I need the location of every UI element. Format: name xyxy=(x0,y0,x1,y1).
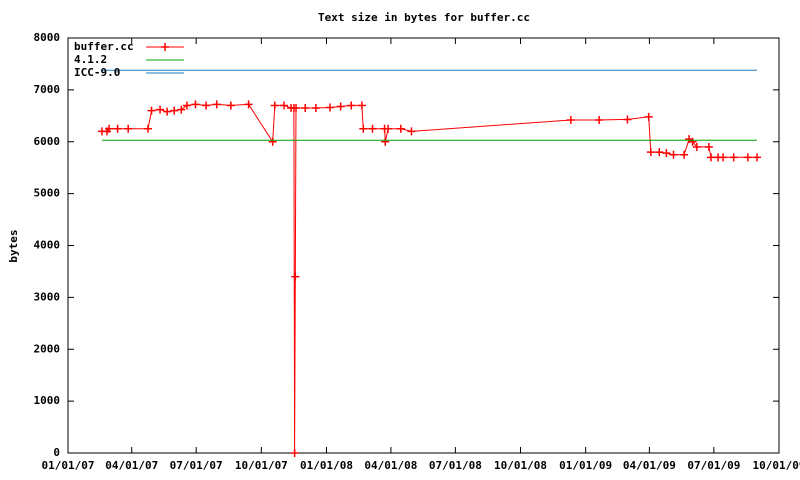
x-tick-label: 10/01/07 xyxy=(235,459,288,472)
data-point xyxy=(291,272,300,281)
y-axis-label: bytes xyxy=(7,229,20,262)
y-tick-label: 2000 xyxy=(34,342,61,355)
data-point xyxy=(623,115,632,124)
data-point xyxy=(326,103,335,112)
data-point xyxy=(595,115,604,124)
data-point xyxy=(191,100,200,109)
y-tick-label: 5000 xyxy=(34,187,61,200)
chart-title: Text size in bytes for buffer.cc xyxy=(318,11,530,24)
y-tick-label: 4000 xyxy=(34,239,61,252)
x-tick-label: 01/01/07 xyxy=(42,459,95,472)
y-tick-label: 7000 xyxy=(34,83,61,96)
data-point xyxy=(368,124,377,133)
data-point xyxy=(381,137,390,146)
data-point xyxy=(226,101,235,110)
data-point xyxy=(692,142,701,151)
data-point xyxy=(279,101,288,110)
data-point xyxy=(105,124,114,133)
data-point xyxy=(124,124,133,133)
data-point xyxy=(290,449,299,457)
data-point xyxy=(347,101,356,110)
data-point xyxy=(336,102,345,111)
data-point xyxy=(244,100,253,109)
x-tick-label: 01/01/08 xyxy=(300,459,353,472)
data-point xyxy=(268,137,277,146)
data-point xyxy=(270,101,279,110)
data-point xyxy=(753,153,762,162)
data-point xyxy=(729,153,738,162)
data-point xyxy=(680,150,689,159)
data-point xyxy=(743,153,752,162)
data-point xyxy=(212,100,221,109)
data-point xyxy=(719,153,728,162)
y-tick-label: 8000 xyxy=(34,31,61,44)
data-point xyxy=(357,101,366,110)
data-point xyxy=(292,104,301,113)
data-point xyxy=(669,150,678,159)
data-point xyxy=(646,148,655,157)
y-tick-label: 6000 xyxy=(34,135,61,148)
x-tick-label: 07/01/08 xyxy=(429,459,482,472)
data-point xyxy=(407,127,416,136)
y-tick-label: 0 xyxy=(53,446,60,459)
x-tick-label: 04/01/07 xyxy=(105,459,158,472)
series-line xyxy=(102,103,757,454)
data-point xyxy=(311,104,320,113)
data-point xyxy=(182,101,191,110)
data-point xyxy=(147,106,156,115)
y-tick-label: 1000 xyxy=(34,394,61,407)
y-tick-label: 3000 xyxy=(34,290,61,303)
data-point xyxy=(644,112,653,121)
data-point xyxy=(202,101,211,110)
legend-label: 4.1.2 xyxy=(74,53,107,66)
data-point xyxy=(384,124,393,133)
data-point xyxy=(707,153,716,162)
data-point xyxy=(359,124,368,133)
data-point xyxy=(113,124,122,133)
data-point xyxy=(301,104,310,113)
x-tick-label: 04/01/09 xyxy=(623,459,676,472)
data-point xyxy=(170,106,179,115)
x-tick-label: 01/01/09 xyxy=(559,459,612,472)
data-point xyxy=(396,124,405,133)
data-point xyxy=(566,115,575,124)
x-tick-label: 10/01/09 xyxy=(753,459,800,472)
data-point xyxy=(156,105,165,114)
data-point xyxy=(662,149,671,158)
plot-frame xyxy=(67,37,780,454)
x-tick-label: 07/01/07 xyxy=(170,459,223,472)
data-point xyxy=(163,107,172,116)
x-tick-label: 07/01/09 xyxy=(687,459,740,472)
legend-label: ICC-9.0 xyxy=(74,66,120,79)
x-tick-label: 04/01/08 xyxy=(364,459,417,472)
legend-marker xyxy=(161,43,169,51)
legend-label: buffer.cc xyxy=(74,40,134,53)
data-point xyxy=(704,142,713,151)
data-point xyxy=(688,137,697,146)
data-point xyxy=(655,148,664,157)
x-tick-label: 10/01/08 xyxy=(494,459,547,472)
data-point xyxy=(177,105,186,114)
data-point xyxy=(144,124,153,133)
